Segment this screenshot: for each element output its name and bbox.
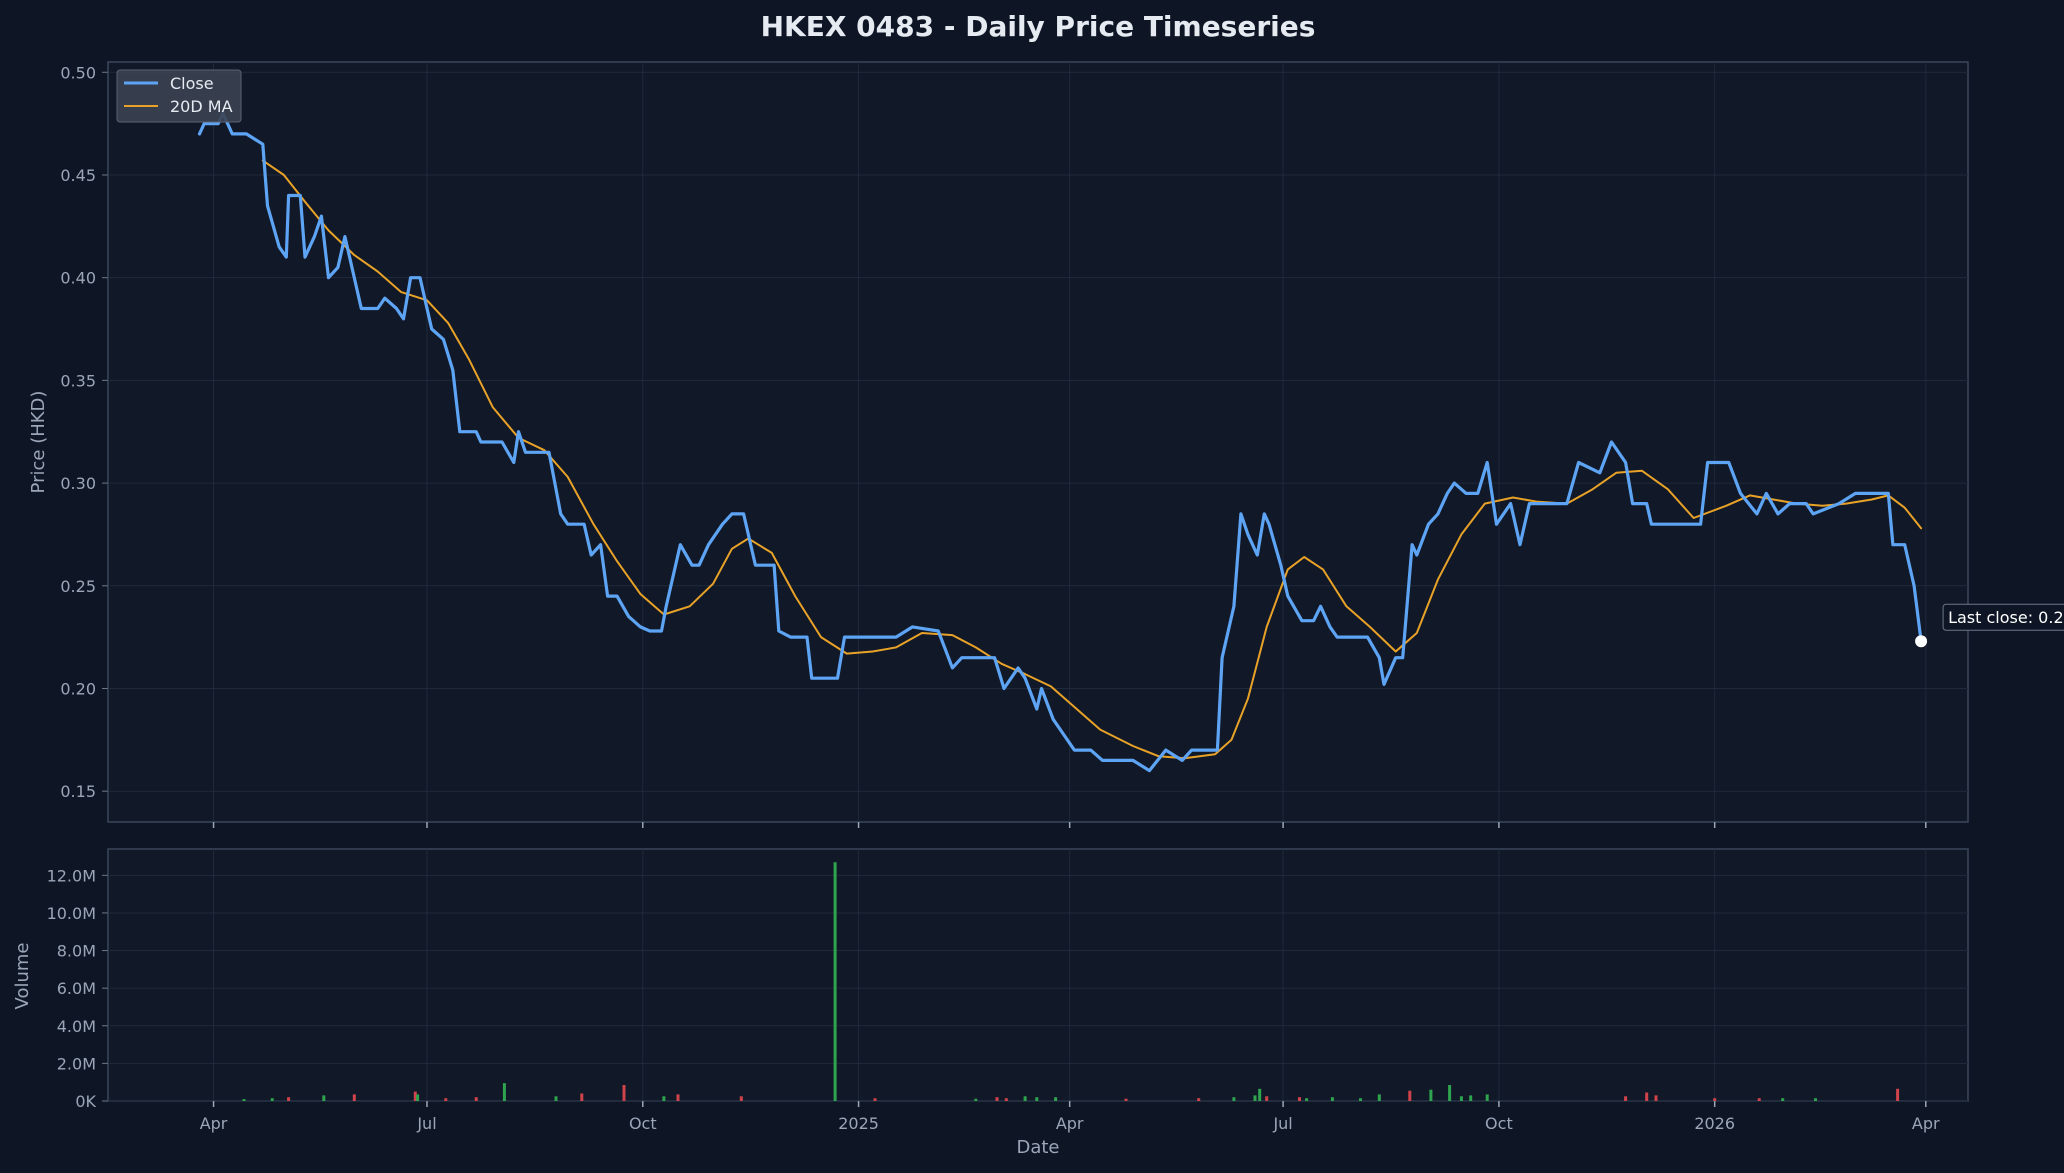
x-tick-label: Apr: [200, 1114, 228, 1133]
volume-y-tick-label: 8.0M: [57, 942, 96, 961]
volume-bar: [554, 1096, 558, 1101]
volume-bar: [1896, 1088, 1900, 1101]
volume-bar: [1298, 1097, 1301, 1101]
volume-bar: [580, 1093, 584, 1101]
legend: Close 20D MA: [116, 69, 242, 123]
price-y-tick-label: 0.45: [60, 166, 96, 185]
price-y-tick-label: 0.20: [60, 679, 96, 698]
volume-bar: [1485, 1094, 1489, 1101]
x-axis-label: Date: [1016, 1137, 1059, 1158]
volume-y-tick-label: 2.0M: [57, 1054, 96, 1073]
volume-y-tick-label: 6.0M: [57, 979, 96, 998]
last-close-annotation: Last close: 0.223: [1915, 603, 2064, 648]
x-tick-label: 2026: [1694, 1114, 1735, 1133]
price-y-axis: 0.15 0.20 0.25 0.30 0.35 0.40 0.45 0.50: [60, 63, 108, 801]
chart-title: HKEX 0483 - Daily Price Timeseries: [761, 10, 1316, 43]
volume-bar: [287, 1097, 291, 1101]
volume-bar: [1448, 1085, 1452, 1101]
volume-bar: [995, 1097, 999, 1101]
close-series-line: [197, 111, 1923, 773]
volume-bar: [1035, 1097, 1039, 1101]
volume-bar: [1054, 1097, 1058, 1101]
price-y-tick-label: 0.15: [60, 782, 96, 801]
volume-bars: [242, 862, 1900, 1101]
volume-bar: [1004, 1098, 1008, 1101]
price-y-axis-label: Price (HKD): [28, 391, 49, 494]
price-y-tick-label: 0.40: [60, 269, 96, 288]
volume-y-tick-label: 10.0M: [47, 904, 96, 923]
x-tick-label: Oct: [1485, 1114, 1513, 1133]
volume-bar: [444, 1098, 448, 1101]
volume-bar: [1265, 1096, 1269, 1101]
volume-bar: [474, 1097, 478, 1101]
volume-bar: [974, 1098, 978, 1101]
volume-bar: [1713, 1098, 1717, 1101]
volume-bar: [242, 1099, 246, 1101]
volume-bar: [270, 1098, 274, 1101]
volume-bar: [1377, 1094, 1381, 1101]
volume-bar: [1023, 1096, 1027, 1101]
price-y-tick-label: 0.30: [60, 474, 96, 493]
volume-bar: [1624, 1096, 1628, 1101]
volume-bar: [1305, 1098, 1309, 1101]
volume-y-axis: 0K 2.0M 4.0M 6.0M 8.0M 10.0M 12.0M: [47, 866, 108, 1111]
x-tick-label: Oct: [629, 1114, 657, 1133]
x-tick-label: Jul: [416, 1114, 436, 1133]
volume-bar: [873, 1098, 877, 1101]
volume-y-tick-label: 12.0M: [47, 866, 96, 885]
volume-bar: [322, 1095, 326, 1101]
volume-plot-area: [107, 848, 1969, 1102]
legend-label-ma: 20D MA: [170, 97, 233, 116]
volume-bar: [1258, 1088, 1262, 1101]
volume-bar: [1814, 1098, 1817, 1101]
volume-bar: [1124, 1098, 1128, 1101]
volume-bar: [1197, 1098, 1201, 1101]
x-tick-label: 2025: [838, 1114, 879, 1133]
volume-bar: [1781, 1098, 1785, 1101]
volume-panel: 0K 2.0M 4.0M 6.0M 8.0M 10.0M 12.0M Volume: [12, 848, 1969, 1111]
volume-bar: [833, 862, 837, 1101]
volume-bar: [1654, 1095, 1658, 1101]
volume-bar: [1429, 1089, 1433, 1101]
volume-bar: [1253, 1095, 1257, 1101]
x-tick-label: Apr: [1056, 1114, 1084, 1133]
last-close-box: [1942, 603, 2064, 631]
last-close-label: Last close: 0.223: [1948, 608, 2064, 627]
volume-bar: [1330, 1097, 1334, 1101]
last-close-marker: [1915, 635, 1928, 648]
volume-bar: [416, 1094, 420, 1101]
volume-bar: [1408, 1090, 1412, 1101]
volume-bar: [1645, 1092, 1649, 1101]
volume-bar: [739, 1096, 743, 1101]
price-panel: 0.15 0.20 0.25 0.30 0.35 0.40 0.45 0.50 Price (…: [28, 61, 2064, 823]
volume-y-axis-label: Volume: [12, 943, 33, 1010]
volume-bar: [502, 1083, 506, 1101]
volume-bar: [1459, 1096, 1463, 1101]
legend-label-close: Close: [170, 74, 214, 93]
volume-bar: [413, 1091, 417, 1101]
price-grid: [108, 62, 1968, 822]
x-axis: Apr Jul Oct 2025 Apr Jul Oct 2026 Apr: [200, 822, 1940, 1133]
price-y-tick-label: 0.25: [60, 577, 96, 596]
volume-bar: [622, 1085, 626, 1101]
x-tick-label: Apr: [1912, 1114, 1940, 1133]
x-tick-label: Jul: [1272, 1114, 1292, 1133]
volume-bar: [352, 1094, 356, 1101]
volume-bar: [1359, 1098, 1362, 1101]
volume-bar: [676, 1094, 680, 1101]
volume-y-tick-label: 0K: [75, 1092, 96, 1111]
volume-bar: [1757, 1098, 1761, 1101]
price-series: [197, 111, 1923, 773]
price-y-tick-label: 0.35: [60, 371, 96, 390]
volume-y-tick-label: 4.0M: [57, 1017, 96, 1036]
volume-bar: [662, 1096, 666, 1101]
ma20-series-line: [261, 159, 1923, 760]
price-plot-area: [107, 61, 1969, 823]
price-y-tick-label: 0.50: [60, 63, 96, 82]
volume-bar: [1469, 1095, 1473, 1101]
volume-bar: [1232, 1097, 1236, 1101]
